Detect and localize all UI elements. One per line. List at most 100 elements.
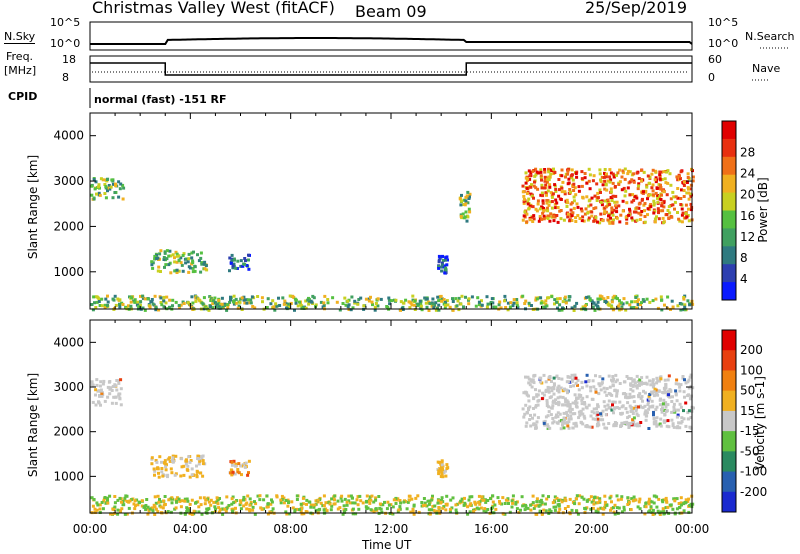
velocity-cell [626,496,630,500]
power-cell [542,214,546,218]
power-cell [571,178,575,182]
velocity-cell [242,495,246,499]
power-cell [165,249,169,253]
power-cell [512,298,516,302]
power-cell [440,299,444,303]
velocity-cell [610,408,614,412]
freq-unit: [MHz] [4,64,37,77]
power-cell [442,298,446,301]
velocity-cell [652,494,656,498]
velocity-cell [336,499,340,503]
power-cell [604,205,608,209]
velocity-cell [427,502,431,506]
power-cell [509,301,513,305]
power-cell [529,185,533,189]
velocity-cell [351,512,355,516]
power-cell [555,300,559,304]
power-cell [404,298,408,302]
power-cell [599,200,603,204]
velocity-cell [682,390,686,394]
velocity-cell [394,502,398,505]
velocity-cell [345,500,349,504]
power-cell [179,303,183,307]
power-cell [219,306,223,310]
velocity-cell [498,501,502,505]
velocity-cell [178,499,182,503]
velocity-cell [634,409,638,413]
power-cell [130,296,134,300]
power-cell [610,305,614,309]
power-cell [550,206,554,210]
power-cell [620,305,624,309]
velocity-cell [631,406,635,410]
power-cell [590,196,594,200]
power-cell [592,174,596,178]
power-cell [654,297,658,301]
power-cell [651,193,655,197]
velocity-cell [190,473,194,477]
beam-label: Beam 09 [355,2,427,21]
power-cell [504,306,508,309]
power-cell [628,193,632,197]
velocity-cell [656,509,660,513]
power-cell [171,298,175,302]
velocity-cell [118,396,122,400]
velocity-cell [100,394,104,398]
velocity-cell [158,455,162,459]
power-cell [582,219,586,223]
velocity-cell [567,426,571,430]
power-cell [630,300,634,304]
power-cell [657,211,660,215]
velocity-cell [619,424,623,428]
power-cell [561,180,565,184]
power-cell [118,298,122,302]
velocity-cell [670,400,674,403]
velocity-cell [607,406,611,410]
power-cell [446,258,449,262]
power-cell [150,260,154,264]
power-cell [156,269,160,273]
power-cell [168,305,171,309]
power-cell [399,308,402,312]
power-cell [219,302,223,306]
velocity-cell [238,503,242,507]
velocity-cell [558,507,562,511]
velocity-cell [603,390,607,394]
velocity-cell [549,509,553,513]
power-cell [174,250,178,254]
power-cell [656,306,660,310]
velocity-cell [238,499,242,503]
velocity-cell [438,509,442,513]
velocity-cell [596,417,600,421]
power-data [90,167,695,312]
velocity-cell [675,507,679,511]
velocity-cell [378,502,382,506]
power-cell [460,199,464,203]
velocity-cell [650,390,654,394]
velocity-cell [596,412,600,416]
velocity-cell [561,389,565,393]
velocity-cell [600,382,604,386]
power-cell [533,174,537,178]
velocity-cell [414,496,418,500]
velocity-cell [549,395,553,399]
velocity-cell [437,472,441,476]
power-cell [668,211,672,215]
power-cell [239,264,243,268]
power-cell [682,195,686,198]
power-cell [476,296,480,300]
power-cell [242,262,246,266]
power-cell [632,172,636,176]
velocity-cell [559,419,563,422]
velocity-cell [109,386,113,390]
power-cell [577,185,581,189]
power-cell [652,211,656,215]
velocity-cell [213,505,217,509]
velocity-cell [398,499,402,502]
velocity-cell [638,392,642,396]
power-cell [547,178,551,182]
velocity-cell [454,503,458,507]
velocity-cell [477,494,481,498]
velocity-cell [254,502,258,506]
power-cell [353,299,357,303]
